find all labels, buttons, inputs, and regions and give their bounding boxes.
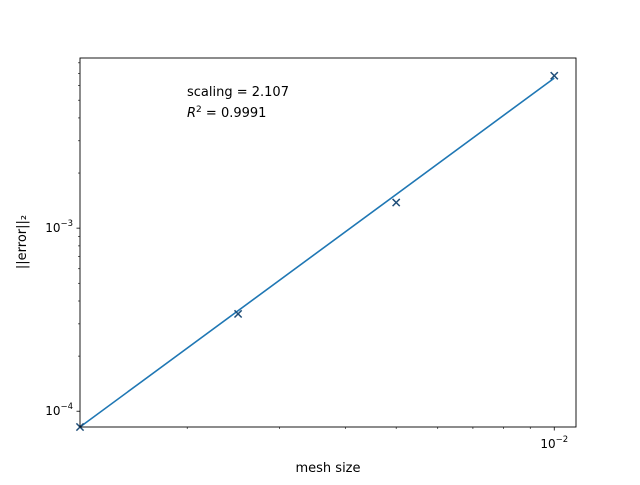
r-squared-superscript: 2: [196, 105, 202, 115]
y-tick-label: 10−4: [45, 402, 73, 418]
data-point-marker: [233, 309, 243, 319]
r-squared-value: = 0.9991: [202, 106, 267, 121]
fit-line: [79, 77, 555, 428]
r-squared-annotation: R2 = 0.9991: [187, 105, 266, 121]
x-axis-label: mesh size: [295, 461, 360, 476]
r-squared-symbol: R: [187, 106, 196, 121]
data-point-marker: [550, 71, 559, 80]
data-point-marker: [392, 198, 401, 207]
x-tick-label: 10−2: [540, 435, 568, 451]
scaling-annotation: scaling = 2.107: [187, 85, 289, 100]
axes-frame: [79, 57, 577, 428]
y-tick-label: 10−3: [45, 219, 73, 235]
y-axis-label: ||error||₂: [15, 215, 30, 269]
